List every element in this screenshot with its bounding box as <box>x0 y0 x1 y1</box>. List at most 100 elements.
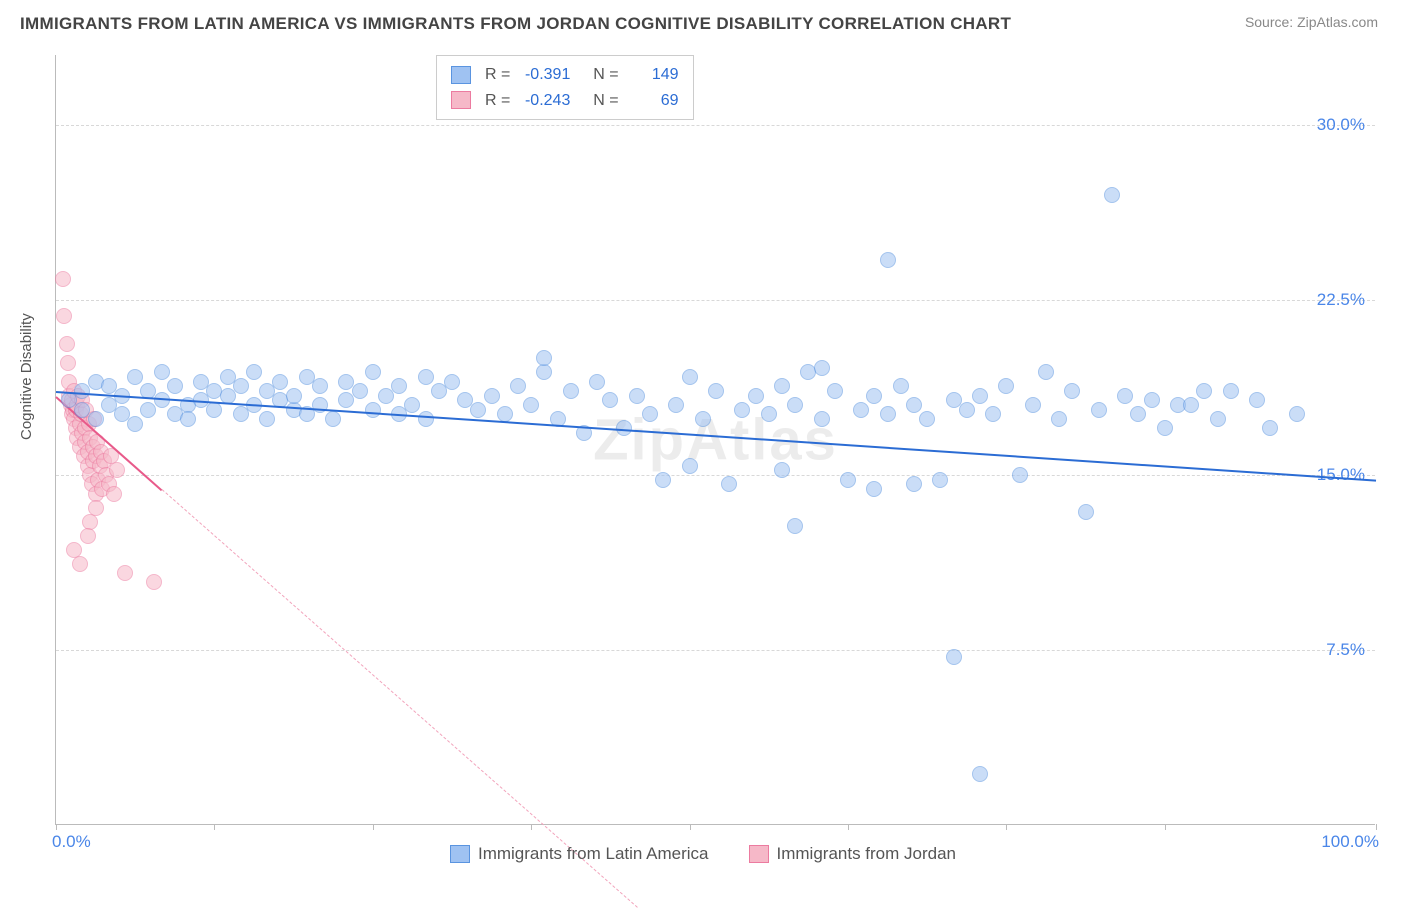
x-tick <box>1006 824 1007 830</box>
x-tick <box>56 824 57 830</box>
scatter-point <box>146 574 162 590</box>
scatter-point <box>60 355 76 371</box>
scatter-point <box>1289 406 1305 422</box>
scatter-point <box>642 406 658 422</box>
scatter-point <box>286 388 302 404</box>
scatter-point <box>55 271 71 287</box>
scatter-point <box>893 378 909 394</box>
scatter-point <box>127 369 143 385</box>
scatter-point <box>404 397 420 413</box>
scatter-point <box>1025 397 1041 413</box>
scatter-point <box>484 388 500 404</box>
scatter-point <box>840 472 856 488</box>
scatter-point <box>1130 406 1146 422</box>
legend-swatch <box>450 845 470 863</box>
gridline <box>56 650 1375 651</box>
scatter-point <box>814 360 830 376</box>
chart-title: IMMIGRANTS FROM LATIN AMERICA VS IMMIGRA… <box>20 14 1011 34</box>
scatter-point <box>682 369 698 385</box>
y-tick-label: 7.5% <box>1326 640 1365 660</box>
scatter-point <box>1262 420 1278 436</box>
scatter-point <box>365 364 381 380</box>
legend-swatch <box>749 845 769 863</box>
stat-label: N = <box>584 62 618 88</box>
scatter-point <box>1012 467 1028 483</box>
scatter-point <box>589 374 605 390</box>
y-axis-label: Cognitive Disability <box>18 313 35 440</box>
scatter-point <box>325 411 341 427</box>
scatter-point <box>1064 383 1080 399</box>
stat-r-value: -0.243 <box>520 88 570 114</box>
scatter-point <box>946 649 962 665</box>
scatter-point <box>72 556 88 572</box>
legend-item: Immigrants from Latin America <box>450 844 709 864</box>
scatter-point <box>1196 383 1212 399</box>
stat-n-value: 69 <box>629 88 679 114</box>
scatter-point <box>109 462 125 478</box>
scatter-point <box>629 388 645 404</box>
y-tick-label: 22.5% <box>1317 290 1365 310</box>
stats-row: R =-0.391 N =149 <box>451 62 679 88</box>
scatter-point <box>1223 383 1239 399</box>
scatter-point <box>88 500 104 516</box>
scatter-point <box>312 378 328 394</box>
scatter-point <box>787 518 803 534</box>
scatter-point <box>853 402 869 418</box>
scatter-point <box>880 406 896 422</box>
legend-swatch <box>451 91 471 109</box>
scatter-point <box>536 364 552 380</box>
x-tick <box>690 824 691 830</box>
scatter-point <box>774 378 790 394</box>
scatter-point <box>391 378 407 394</box>
scatter-point <box>1091 402 1107 418</box>
scatter-point <box>536 350 552 366</box>
scatter-point <box>721 476 737 492</box>
scatter-point <box>682 458 698 474</box>
scatter-point <box>866 481 882 497</box>
scatter-point <box>1249 392 1265 408</box>
scatter-point <box>80 528 96 544</box>
scatter-point <box>418 369 434 385</box>
gridline <box>56 475 1375 476</box>
y-tick-label: 30.0% <box>1317 115 1365 135</box>
scatter-point <box>866 388 882 404</box>
x-tick <box>1165 824 1166 830</box>
scatter-point <box>655 472 671 488</box>
stat-label: R = <box>485 88 510 114</box>
bottom-legend: Immigrants from Latin America Immigrants … <box>0 844 1406 864</box>
scatter-point <box>167 378 183 394</box>
stat-label: N = <box>584 88 618 114</box>
scatter-point <box>880 252 896 268</box>
scatter-point <box>106 486 122 502</box>
scatter-point <box>1078 504 1094 520</box>
scatter-point <box>1144 392 1160 408</box>
x-tick <box>848 824 849 830</box>
scatter-point <box>180 411 196 427</box>
legend-label: Immigrants from Jordan <box>777 844 957 864</box>
scatter-point <box>906 476 922 492</box>
scatter-point <box>56 308 72 324</box>
stat-r-value: -0.391 <box>520 62 570 88</box>
scatter-point <box>246 364 262 380</box>
scatter-point <box>444 374 460 390</box>
scatter-point <box>59 336 75 352</box>
scatter-point <box>668 397 684 413</box>
scatter-point <box>919 411 935 427</box>
scatter-point <box>959 402 975 418</box>
y-tick-label: 15.0% <box>1317 465 1365 485</box>
correlation-stats-box: R =-0.391 N =149R = -0.243 N = 69 <box>436 55 694 120</box>
scatter-point <box>259 411 275 427</box>
scatter-point <box>748 388 764 404</box>
scatter-point <box>932 472 948 488</box>
scatter-point <box>906 397 922 413</box>
scatter-point <box>734 402 750 418</box>
scatter-point <box>233 378 249 394</box>
scatter-point <box>523 397 539 413</box>
scatter-point <box>602 392 618 408</box>
scatter-point <box>998 378 1014 394</box>
x-tick <box>214 824 215 830</box>
scatter-point <box>1183 397 1199 413</box>
scatter-point <box>972 388 988 404</box>
scatter-point <box>814 411 830 427</box>
scatter-point <box>985 406 1001 422</box>
